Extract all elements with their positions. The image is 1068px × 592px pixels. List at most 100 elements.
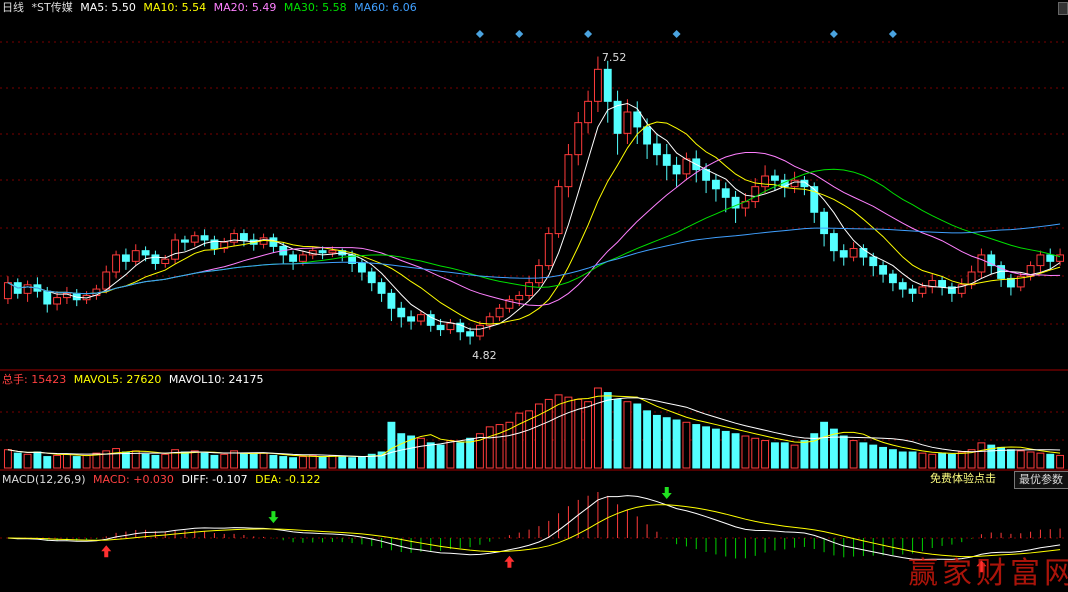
- candle-body: [731, 196, 740, 209]
- candle-body: [426, 314, 435, 326]
- volume-bar: [259, 452, 268, 469]
- volume-bar: [348, 457, 357, 469]
- volume-bar: [308, 454, 317, 469]
- candle-body: [23, 284, 32, 294]
- candle-body: [721, 188, 730, 198]
- volume-bar: [702, 426, 711, 469]
- volume-bar: [13, 452, 22, 469]
- signal-diamond: [515, 30, 524, 38]
- volume-bar: [210, 454, 219, 469]
- candle-body: [534, 265, 543, 284]
- candle-body: [751, 186, 760, 203]
- volume-bar: [839, 435, 848, 469]
- volume-bar: [161, 453, 170, 469]
- candle-body: [436, 324, 445, 331]
- watermark-logo: 赢家财富网: [908, 556, 1068, 591]
- volume-bar: [82, 454, 91, 469]
- candle-body: [1056, 254, 1065, 262]
- volume-bar: [239, 452, 248, 469]
- candle-body: [761, 175, 770, 188]
- candle-body: [53, 297, 62, 305]
- candle-body: [377, 282, 386, 294]
- volume-bar: [1026, 451, 1035, 469]
- candle-body: [839, 250, 848, 258]
- volume-bar: [53, 454, 62, 469]
- volume-bar: [692, 424, 701, 469]
- candle-body: [1046, 254, 1055, 262]
- candle-body: [888, 273, 897, 284]
- candle-body: [102, 271, 111, 290]
- candle-body: [879, 265, 888, 275]
- volume-bar: [485, 426, 494, 469]
- volume-bar: [171, 449, 180, 469]
- dea-value: DEA: -0.122: [255, 473, 321, 486]
- volume-bar: [770, 442, 779, 469]
- candle-body: [1006, 277, 1015, 288]
- candle-body: [446, 322, 455, 331]
- volume-bar: [593, 387, 602, 469]
- panel-scroll-button[interactable]: [1058, 2, 1068, 15]
- volume-bar: [633, 403, 642, 469]
- buy-arrow-icon: [504, 555, 515, 568]
- volume-bar: [426, 442, 435, 469]
- optimal-params-button[interactable]: 最优参数: [1014, 471, 1068, 489]
- volume-bar: [938, 452, 947, 469]
- volume-bar: [495, 424, 504, 469]
- sell-arrow-icon: [268, 511, 279, 524]
- candle-body: [967, 271, 976, 286]
- volume-bar: [918, 452, 927, 469]
- volume-bar: [23, 453, 32, 469]
- volume-bar: [151, 454, 160, 469]
- diff-line: [7, 495, 1061, 561]
- volume-bar: [554, 394, 563, 469]
- candle-body: [171, 239, 180, 260]
- candle-body: [269, 237, 278, 247]
- volume-bar: [298, 456, 307, 469]
- candle-body: [623, 111, 632, 134]
- diff-value: DIFF: -0.107: [181, 473, 248, 486]
- candle-body: [603, 68, 612, 102]
- candle-body: [633, 111, 642, 128]
- volume-bar: [1016, 450, 1025, 469]
- candle-body: [898, 282, 907, 290]
- candle-body: [1036, 254, 1045, 267]
- signal-diamond: [888, 30, 897, 38]
- volume-bar: [544, 398, 553, 469]
- candle-body: [672, 164, 681, 175]
- candle-body: [485, 316, 494, 326]
- volume-bar: [102, 450, 111, 469]
- candle-body: [1016, 275, 1025, 288]
- volume-bar: [318, 456, 327, 469]
- volume-bar: [1056, 454, 1065, 469]
- candle-body: [328, 250, 337, 254]
- mavol10-line: [7, 397, 1061, 457]
- candle-body: [554, 186, 563, 235]
- volume-bar: [977, 442, 986, 469]
- volume-bar: [475, 433, 484, 469]
- candle-body: [289, 254, 298, 262]
- ma60-line: [7, 223, 1061, 295]
- volume-bar: [967, 449, 976, 469]
- volume-bar: [377, 451, 386, 469]
- candle-body: [210, 239, 219, 250]
- volume-bar: [436, 444, 445, 469]
- candle-body: [495, 307, 504, 318]
- volume-bar: [456, 442, 465, 469]
- free-trial-button[interactable]: 免费体验点击: [930, 472, 996, 485]
- mavol5-value: MAVOL5: 27620: [73, 373, 162, 386]
- volume-bar: [849, 440, 858, 469]
- volume-bar: [908, 451, 917, 469]
- candle-body: [584, 100, 593, 124]
- volume-bar: [800, 440, 809, 469]
- candle-body: [820, 211, 829, 235]
- volume-bar: [662, 417, 671, 469]
- volume-bar: [751, 437, 760, 469]
- ma30-line: [7, 168, 1061, 295]
- candle-body: [112, 254, 121, 273]
- candle-body: [230, 233, 239, 243]
- candle-body: [770, 175, 779, 181]
- volume-bar: [820, 421, 829, 469]
- volume-bar: [525, 410, 534, 469]
- candle-body: [141, 250, 150, 256]
- volume-bar: [220, 453, 229, 469]
